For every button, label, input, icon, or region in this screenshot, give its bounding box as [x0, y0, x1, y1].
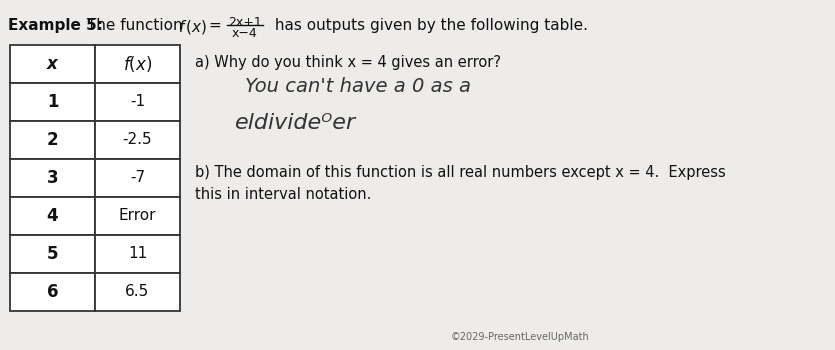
Bar — [10, 159, 95, 197]
Bar — [10, 273, 95, 311]
Text: $f\,(x)$: $f\,(x)$ — [178, 18, 207, 36]
Bar — [10, 45, 95, 83]
Text: -7: -7 — [130, 170, 145, 186]
Text: 5: 5 — [47, 245, 58, 263]
Text: 4: 4 — [47, 207, 58, 225]
Bar — [10, 197, 95, 235]
Bar — [95, 197, 180, 235]
Text: ©2029-PresentLevelUpMath: ©2029-PresentLevelUpMath — [451, 332, 590, 342]
Text: 6.5: 6.5 — [125, 285, 149, 300]
Bar — [95, 235, 180, 273]
Bar — [95, 121, 180, 159]
Bar — [95, 273, 180, 311]
Text: this in interval notation.: this in interval notation. — [195, 187, 372, 202]
Text: 6: 6 — [47, 283, 58, 301]
Text: a) Why do you think x = 4 gives an error?: a) Why do you think x = 4 gives an error… — [195, 55, 501, 70]
Text: You can't have a 0 as a: You can't have a 0 as a — [245, 77, 471, 96]
Bar — [10, 121, 95, 159]
Text: eldivideᴼer: eldivideᴼer — [235, 113, 356, 133]
Text: 2x+1: 2x+1 — [228, 16, 262, 29]
Text: Error: Error — [119, 209, 156, 224]
Text: x−4: x−4 — [232, 27, 258, 40]
Text: 11: 11 — [128, 246, 147, 261]
Text: $f(x)$: $f(x)$ — [123, 54, 152, 74]
Text: 3: 3 — [47, 169, 58, 187]
Text: b) The domain of this function is all real numbers except x = 4.  Express: b) The domain of this function is all re… — [195, 165, 726, 180]
Text: 1: 1 — [47, 93, 58, 111]
Bar — [10, 83, 95, 121]
Bar — [10, 235, 95, 273]
Text: x: x — [47, 55, 58, 73]
Text: has outputs given by the following table.: has outputs given by the following table… — [270, 18, 588, 33]
Bar — [95, 45, 180, 83]
Bar — [95, 159, 180, 197]
Text: -2.5: -2.5 — [123, 133, 152, 147]
Text: 2: 2 — [47, 131, 58, 149]
Bar — [95, 83, 180, 121]
Text: The function: The function — [82, 18, 188, 33]
Text: Example 5:: Example 5: — [8, 18, 103, 33]
Text: =: = — [208, 18, 220, 33]
Text: -1: -1 — [130, 94, 145, 110]
